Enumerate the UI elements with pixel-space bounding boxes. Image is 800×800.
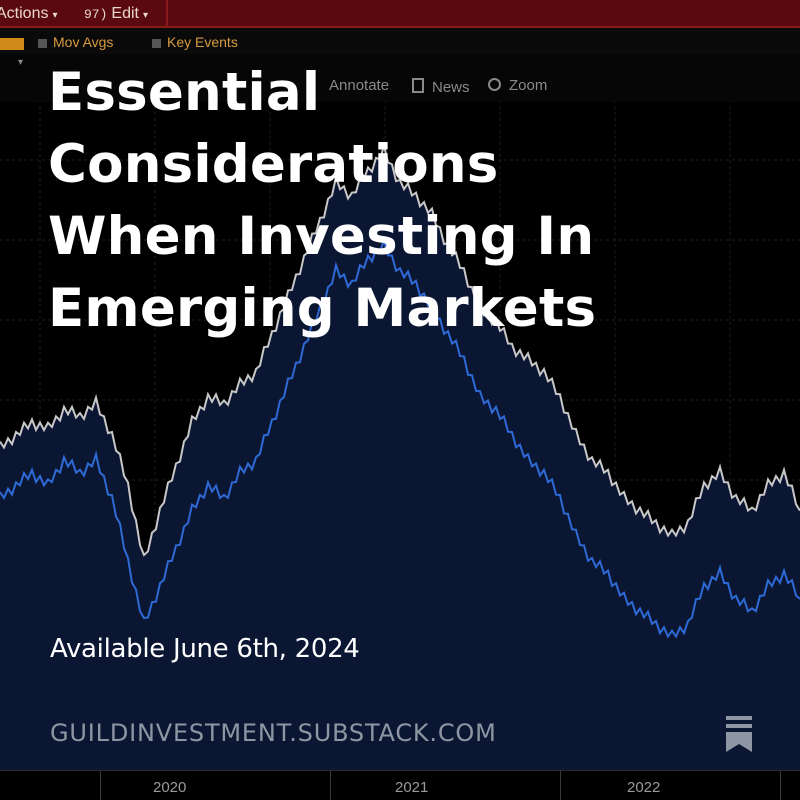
- axis-tick: [100, 770, 101, 800]
- annotate-label: Annotate: [329, 77, 390, 94]
- actions-label: Actions: [0, 5, 49, 22]
- x-axis: [0, 770, 800, 800]
- key-events-label: Key Events: [167, 34, 238, 50]
- series-line-white: [0, 141, 800, 557]
- x-tick-label: 2020: [153, 779, 187, 796]
- document-icon: [412, 78, 424, 93]
- axis-tick: [330, 770, 331, 800]
- mov-avgs-label: Mov Avgs: [53, 34, 114, 50]
- actions-menu[interactable]: Actions ▾: [0, 4, 58, 24]
- site-url[interactable]: GUILDINVESTMENT.SUBSTACK.COM: [50, 719, 497, 747]
- series-color-swatch[interactable]: [0, 38, 24, 50]
- x-tick-label: 2022: [627, 779, 661, 796]
- edit-menu[interactable]: 97) Edit ▾: [84, 4, 148, 24]
- chart-toolbar: [0, 54, 800, 102]
- toolbar-divider: [166, 0, 168, 28]
- zoom-label: Zoom: [509, 77, 548, 94]
- chevron-down-icon[interactable]: ▾: [18, 57, 24, 68]
- chevron-down-icon: ▾: [142, 10, 149, 21]
- search-icon: [488, 78, 501, 91]
- edit-prefix: 97): [84, 7, 108, 22]
- checkbox-icon: [38, 38, 47, 48]
- axis-tick: [780, 770, 781, 800]
- availability-date: Available June 6th, 2024: [50, 634, 360, 664]
- zoom-button[interactable]: Zoom: [488, 77, 547, 94]
- series-line-blue: [0, 236, 800, 639]
- news-label: News: [432, 79, 470, 96]
- axis-tick: [560, 770, 561, 800]
- checkbox-icon: [152, 38, 161, 48]
- chevron-down-icon: ▾: [52, 10, 58, 21]
- x-tick-label: 2021: [395, 779, 429, 796]
- headline: Essential Considerations When Investing …: [48, 62, 597, 339]
- news-button[interactable]: News: [412, 77, 470, 96]
- bookmark-icon[interactable]: [726, 716, 752, 752]
- area-fill: [0, 145, 800, 770]
- terminal-menubar: Actions ▾ 97) Edit ▾: [0, 0, 800, 28]
- key-events-toggle[interactable]: Key Events: [152, 33, 238, 51]
- mov-avgs-toggle[interactable]: Mov Avgs: [38, 33, 113, 51]
- chart-controls-bar: [0, 28, 800, 54]
- annotate-button[interactable]: Annotate: [329, 77, 389, 94]
- price-chart: [0, 100, 800, 770]
- edit-label: Edit: [111, 5, 139, 22]
